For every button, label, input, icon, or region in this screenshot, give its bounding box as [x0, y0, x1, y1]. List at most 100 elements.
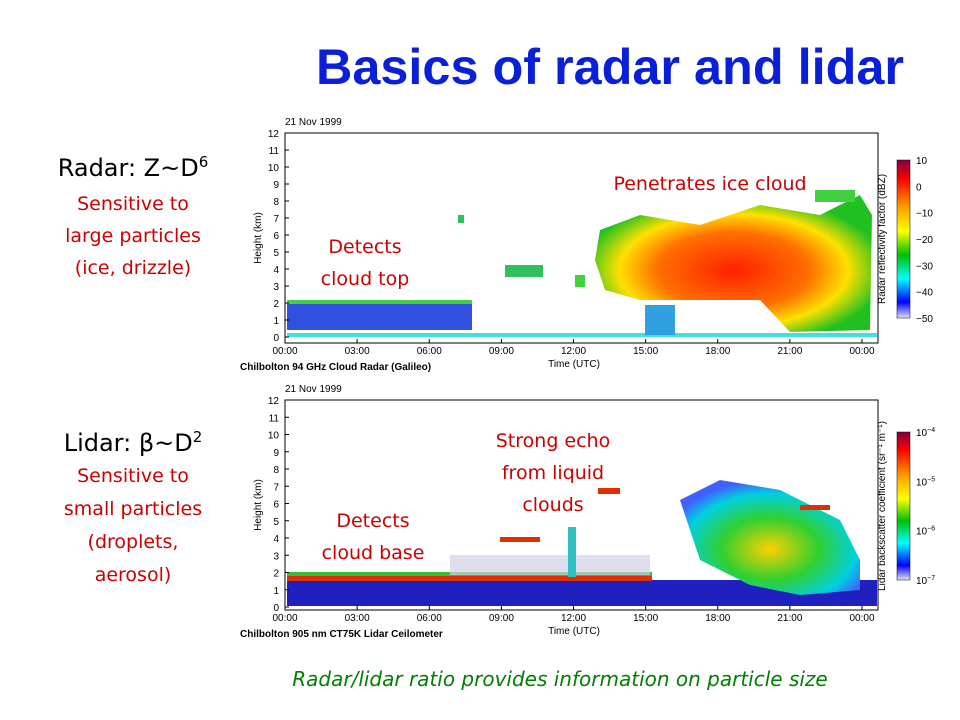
y-tick-label: 9: [273, 448, 279, 459]
panel-date: 21 Nov 1999: [285, 117, 342, 128]
lidar-description: small particles: [64, 498, 202, 520]
y-tick-label: 2: [273, 299, 279, 310]
x-tick-label: 15:00: [633, 346, 658, 357]
colorbar-tick-exponent: −6: [927, 526, 935, 533]
colorbar-tick-exponent: −7: [927, 575, 935, 582]
plot-frame: [284, 132, 879, 344]
lidar-annotation: Strong echo: [496, 430, 610, 452]
radar-heading: Radar: Z~D6: [58, 153, 209, 182]
y-tick-label: 7: [273, 482, 279, 493]
colorbar-tick-exponent: −5: [927, 476, 935, 483]
plot-frame: [284, 399, 879, 611]
y-tick-label: 11: [269, 146, 280, 157]
y-tick-label: 1: [273, 316, 279, 327]
y-tick-label: 1: [273, 586, 279, 597]
footer: Radar/lidar ratio provides information o…: [292, 667, 827, 691]
y-tick-label: 0: [273, 333, 279, 344]
panel-caption: Chilbolton 94 GHz Cloud Radar (Galileo): [240, 362, 431, 373]
y-tick-label: 12: [268, 396, 280, 407]
y-tick-label: 4: [273, 265, 279, 276]
lidar-exponent: 2: [193, 428, 203, 446]
lidar-annotation: clouds: [522, 494, 583, 516]
x-tick-label: 00:00: [849, 346, 874, 357]
y-tick-label: 10: [268, 431, 280, 442]
colorbar-tick-base: 10: [916, 576, 928, 587]
colorbar-tick-label: 10: [916, 156, 928, 167]
colorbar-tick-base: 10: [916, 477, 928, 488]
lidar-heading: Lidar: β~D2: [64, 428, 203, 457]
x-tick-label: 06:00: [417, 613, 442, 624]
y-tick-label: 3: [273, 551, 279, 562]
colorbar-tick-base: 10: [916, 428, 928, 439]
lidar-description: Sensitive to: [77, 465, 189, 487]
x-tick-label: 00:00: [849, 613, 874, 624]
colorbar-tick-label: 10−7: [916, 575, 935, 587]
colorbar-label: Lidar backscatter coefficient (sr⁻¹ m⁻¹): [877, 421, 888, 591]
y-axis-label: Height (km): [253, 212, 264, 264]
lidar-annotation: Detects: [336, 510, 409, 532]
slide-title: Basics of radar and lidar: [316, 39, 904, 95]
colorbar-tick-label: 0: [916, 182, 922, 193]
radar-annotation: cloud top: [321, 268, 410, 290]
x-tick-label: 15:00: [633, 613, 658, 624]
x-tick-label: 00:00: [272, 613, 297, 624]
y-tick-label: 5: [273, 517, 279, 528]
y-tick-label: 6: [273, 231, 279, 242]
radar-description: Sensitive to: [77, 193, 189, 215]
y-tick-label: 6: [273, 500, 279, 511]
x-tick-label: 21:00: [777, 613, 802, 624]
x-tick-label: 03:00: [345, 346, 370, 357]
radar-exponent: 6: [199, 153, 209, 171]
lidar-description: aerosol): [95, 564, 172, 586]
y-tick-label: 9: [273, 180, 279, 191]
x-tick-label: 09:00: [489, 613, 514, 624]
x-tick-label: 12:00: [561, 613, 586, 624]
colorbar: [896, 431, 911, 581]
lidar-annotation: from liquid: [502, 462, 604, 484]
x-tick-label: 18:00: [705, 346, 730, 357]
y-tick-label: 3: [273, 282, 279, 293]
x-tick-label: 00:00: [272, 346, 297, 357]
radar-annotation: Detects: [328, 236, 401, 258]
y-tick-label: 2: [273, 569, 279, 580]
colorbar: [896, 159, 911, 319]
colorbar-tick-label: 10−4: [916, 427, 935, 439]
y-tick-label: 11: [269, 413, 280, 424]
x-axis-label: Time (UTC): [548, 359, 600, 370]
colorbar-tick-label: −10: [916, 209, 933, 220]
lidar-label: Lidar: β~D: [64, 429, 193, 457]
x-tick-label: 06:00: [417, 346, 442, 357]
radar-annotation: Penetrates ice cloud: [613, 173, 806, 195]
panel-date: 21 Nov 1999: [285, 384, 342, 395]
colorbar-tick-label: 10−5: [916, 476, 935, 488]
y-axis-label: Height (km): [253, 479, 264, 531]
colorbar-tick-label: −40: [916, 288, 933, 299]
colorbar-tick-exponent: −4: [927, 427, 935, 434]
y-tick-label: 8: [273, 465, 279, 476]
lidar-image: [287, 480, 877, 606]
lidar-annotation: cloud base: [322, 542, 425, 564]
y-tick-label: 4: [273, 534, 279, 545]
colorbar-label: Radar reflectivity factor (dBZ): [877, 174, 888, 304]
y-tick-label: 7: [273, 214, 279, 225]
y-tick-label: 10: [268, 163, 280, 174]
y-tick-label: 0: [273, 603, 279, 614]
colorbar-tick-label: −20: [916, 235, 933, 246]
radar-description: large particles: [65, 225, 201, 247]
colorbar-tick-label: −50: [916, 314, 933, 325]
colorbar-tick-label: 10−6: [916, 526, 935, 538]
lidar-description: (droplets,: [88, 531, 179, 553]
radar-description: (ice, drizzle): [75, 257, 191, 279]
x-tick-label: 18:00: [705, 613, 730, 624]
radar-image: [287, 190, 877, 337]
radar-label: Radar: Z~D: [58, 154, 199, 182]
colorbar-tick-label: −30: [916, 261, 933, 272]
x-tick-label: 21:00: [777, 346, 802, 357]
panel-caption: Chilbolton 905 nm CT75K Lidar Ceilometer: [240, 629, 443, 640]
colorbar-tick-base: 10: [916, 527, 928, 538]
y-tick-label: 8: [273, 197, 279, 208]
x-axis-label: Time (UTC): [548, 626, 600, 637]
x-tick-label: 03:00: [345, 613, 370, 624]
x-tick-label: 09:00: [489, 346, 514, 357]
